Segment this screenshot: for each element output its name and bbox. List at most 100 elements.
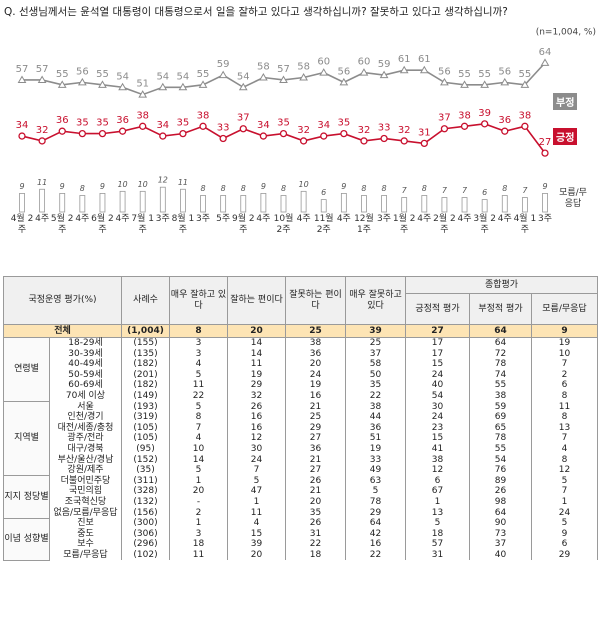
cell: 16 (345, 539, 406, 550)
cell: 30 (405, 401, 470, 413)
x-tick-label: 4주 (115, 214, 130, 224)
x-tick-label: 10월 2주 (273, 214, 294, 235)
group-label: 지지 정당별 (3, 475, 50, 519)
row: 60-69세 (182) 11 29 19 35 40 55 6 (4, 380, 598, 391)
data-label: 56 (76, 66, 89, 77)
marker (400, 137, 408, 145)
group-label: 지역별 (3, 401, 50, 477)
data-label: 33 (378, 122, 391, 133)
header-cell: 잘하는 편이다 (227, 276, 286, 325)
data-label: 6 (482, 188, 487, 197)
cell: 5 (169, 465, 228, 476)
cell: 35 (345, 380, 406, 391)
chart: Q. 선생님께서는 윤석열 대통령이 대통령으로서 일을 잘하고 있다고 생각하… (4, 5, 596, 213)
cell: 20 (227, 324, 286, 338)
header-cell: 잘못하는 편이다 (285, 276, 346, 325)
header-row: 국정운영 평가(%) 사례수 매우 잘하고 있다 잘하는 편이다 잘못하는 편이다 매우 … (3, 276, 598, 325)
cell: 18 (285, 549, 346, 561)
cell: 17 (405, 348, 470, 360)
cell: (135) (121, 348, 170, 360)
cell: 12 (227, 433, 286, 444)
data-label: 35 (277, 118, 290, 129)
data-label: 32 (36, 125, 49, 136)
data-label: 57 (277, 64, 290, 75)
cell: 21 (285, 401, 346, 413)
cell: 67 (405, 486, 470, 497)
cell: 중도 (49, 528, 122, 540)
bar (441, 197, 448, 213)
row: 지역별 서울 (193) 5 26 21 38 30 59 11 (3, 401, 598, 477)
row: 70세 이상 (149) 22 32 16 22 54 38 8 (4, 390, 598, 402)
cell: 22 (345, 549, 406, 561)
cell: 7 (531, 433, 598, 444)
cell: 18 (169, 539, 228, 550)
marker (178, 82, 188, 91)
cell: 29 (227, 380, 286, 391)
cell: 54 (469, 454, 532, 466)
cell: (306) (121, 528, 170, 540)
cell: 29 (531, 549, 598, 561)
data-label: 12 (158, 176, 168, 185)
marker (78, 129, 86, 138)
group-label: 이념 성향별 (3, 517, 50, 561)
marker (158, 82, 168, 91)
cell: 11 (169, 380, 228, 391)
header-cell: 부정적 평가 (469, 293, 532, 325)
cell: 8 (531, 390, 598, 402)
bar (159, 186, 166, 213)
cell: 4 (227, 518, 286, 529)
header-cell: 종합평가 (405, 276, 598, 294)
cell: 38 (469, 390, 532, 402)
cell: 27 (405, 324, 470, 338)
cell: 22 (285, 539, 346, 550)
marker (480, 80, 490, 88)
data-label: 56 (498, 66, 511, 77)
row: 광주/전라 (105) 4 12 27 51 15 78 7 (4, 433, 598, 444)
marker (18, 132, 26, 140)
cell: 인천/경기 (49, 412, 122, 423)
bar (220, 195, 227, 213)
data-label: 8 (281, 184, 286, 193)
cell: 5 (531, 518, 598, 529)
cell: 11 (169, 549, 228, 561)
cell: 16 (227, 412, 286, 423)
bar (501, 195, 508, 213)
cell: 63 (345, 475, 406, 487)
data-label: 56 (337, 66, 350, 77)
cell: 7 (169, 422, 228, 434)
cell: 5 (169, 401, 228, 413)
bar (542, 192, 548, 213)
marker (521, 122, 529, 130)
data-label: 7 (522, 186, 528, 195)
cell: 15 (405, 433, 470, 444)
marker (57, 80, 67, 88)
cell: 39 (227, 539, 286, 550)
cell: 9 (531, 324, 598, 338)
data-label: 34 (16, 120, 29, 131)
marker (199, 122, 207, 130)
marker (299, 73, 308, 81)
marker (340, 129, 348, 138)
row: 지지 정당별 더불어민주당 (311) 1 5 26 63 6 89 5 (3, 475, 598, 519)
data-label: 7 (462, 186, 468, 195)
row: 대구/경북 (95) 10 30 36 19 41 55 4 (4, 443, 598, 455)
cell: 70세 이상 (49, 390, 122, 402)
cell: 44 (345, 412, 406, 423)
header-cell: 모름/무응답 (531, 293, 598, 325)
header-cell: 사례수 (121, 276, 170, 325)
cell: 5 (227, 475, 286, 487)
data-label: 37 (237, 113, 250, 124)
marker (17, 75, 27, 83)
marker (98, 129, 107, 138)
bar (401, 197, 408, 213)
bar (300, 190, 307, 213)
data-label: 8 (200, 184, 205, 193)
cell: 19 (531, 337, 598, 349)
cell: 15 (227, 528, 286, 540)
x-tick-label: 5주 (216, 214, 231, 224)
cell: 98 (469, 496, 532, 508)
legend-label: 긍정 (553, 128, 578, 145)
cell: - (169, 496, 228, 508)
cell: 40-49세 (49, 359, 122, 370)
marker (118, 82, 127, 91)
